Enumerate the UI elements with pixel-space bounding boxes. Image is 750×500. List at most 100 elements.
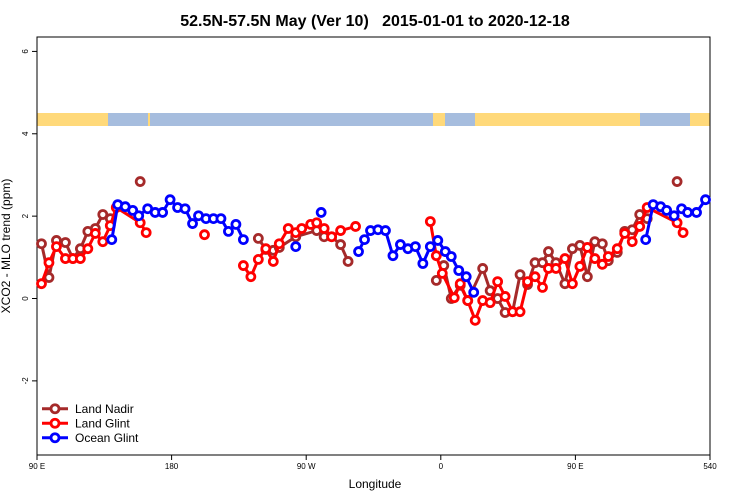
y-tick-label: -2 (21, 377, 30, 385)
data-point (252, 232, 264, 244)
data-point (36, 238, 47, 250)
data-point (164, 194, 176, 206)
data-point (484, 297, 496, 309)
data-point (245, 271, 257, 283)
data-point (634, 221, 646, 232)
data-point (567, 278, 578, 290)
data-point (409, 241, 421, 253)
data-point (260, 243, 272, 255)
data-point (537, 257, 548, 269)
data-point (453, 265, 465, 276)
data-point (492, 276, 504, 288)
data-point (350, 221, 361, 232)
data-point (43, 257, 55, 269)
data-point (469, 314, 481, 326)
data-point (514, 269, 526, 281)
data-point (430, 250, 442, 262)
data-point (454, 278, 466, 290)
data-point (230, 218, 242, 230)
chart-title: 52.5N-57.5N May (Ver 10) 2015-01-01 to 2… (180, 13, 570, 30)
data-point (445, 251, 457, 262)
data-point (237, 260, 249, 271)
data-point (596, 258, 608, 270)
x-tick-label: 540 (703, 462, 717, 471)
data-point (574, 260, 586, 272)
data-point (668, 210, 680, 222)
data-point (296, 223, 308, 234)
data-point (417, 258, 429, 269)
data-point (677, 227, 689, 239)
data-point (559, 253, 571, 264)
legend-label: Land Glint (75, 416, 130, 430)
data-point (550, 263, 562, 274)
data-point (140, 227, 152, 239)
data-point (133, 210, 145, 222)
data-point (74, 253, 86, 264)
data-point (157, 207, 169, 218)
y-tick-label: 6 (21, 49, 30, 54)
data-point (106, 234, 118, 246)
y-axis-label: XCO2 - MLO trend (ppm) (0, 179, 13, 314)
x-tick-label: 90 E (567, 462, 583, 471)
data-point (581, 242, 593, 253)
data-point (468, 286, 480, 298)
data-point (223, 225, 234, 237)
data-point (359, 234, 370, 246)
data-point (187, 218, 198, 229)
data-point (51, 241, 62, 253)
data-point (82, 243, 94, 255)
legend-label: Ocean Glint (75, 431, 139, 445)
y-tick-label: 4 (21, 131, 30, 136)
data-point (134, 176, 146, 187)
x-tick-label: 90 E (29, 462, 45, 471)
x-tick-label: 90 W (297, 462, 316, 471)
y-tick-label: 0 (21, 296, 30, 301)
data-point (424, 216, 436, 227)
data-point (537, 281, 548, 293)
data-point (326, 231, 338, 243)
data-point (315, 207, 327, 218)
data-point (430, 274, 442, 286)
data-point (589, 253, 601, 264)
data-point (60, 237, 71, 248)
ocean-strip (445, 113, 475, 126)
ocean-strip (108, 113, 148, 126)
data-point (611, 243, 623, 255)
data-point (199, 229, 210, 241)
plot-frame (36, 36, 711, 456)
legend-marker (49, 403, 61, 415)
data-point (318, 223, 330, 234)
data-point (596, 238, 608, 250)
data-point (36, 278, 47, 290)
data-point (700, 194, 711, 206)
data-point (529, 271, 541, 283)
data-point (380, 225, 391, 236)
data-point (462, 295, 474, 306)
legend-label: Land Nadir (75, 402, 134, 416)
data-point (460, 271, 472, 283)
legend-marker (49, 417, 61, 429)
legend-marker (49, 432, 61, 444)
data-point (640, 234, 652, 246)
data-point (424, 241, 436, 253)
data-point (543, 246, 554, 257)
data-point (522, 276, 533, 288)
data-point (311, 217, 323, 229)
data-point (691, 207, 702, 218)
x-axis-label: Longitude (349, 477, 402, 491)
data-point (602, 251, 614, 262)
data-point (290, 241, 302, 253)
data-point (179, 203, 191, 215)
data-point (499, 291, 511, 302)
data-point (387, 250, 399, 262)
data-point (267, 256, 279, 267)
data-point (215, 213, 227, 225)
data-point (626, 236, 638, 248)
y-tick-label: 2 (21, 213, 30, 218)
data-point (89, 228, 101, 239)
x-tick-label: 180 (165, 462, 179, 471)
data-point (97, 236, 109, 248)
data-point (436, 267, 448, 279)
x-tick-label: 0 (439, 462, 444, 471)
